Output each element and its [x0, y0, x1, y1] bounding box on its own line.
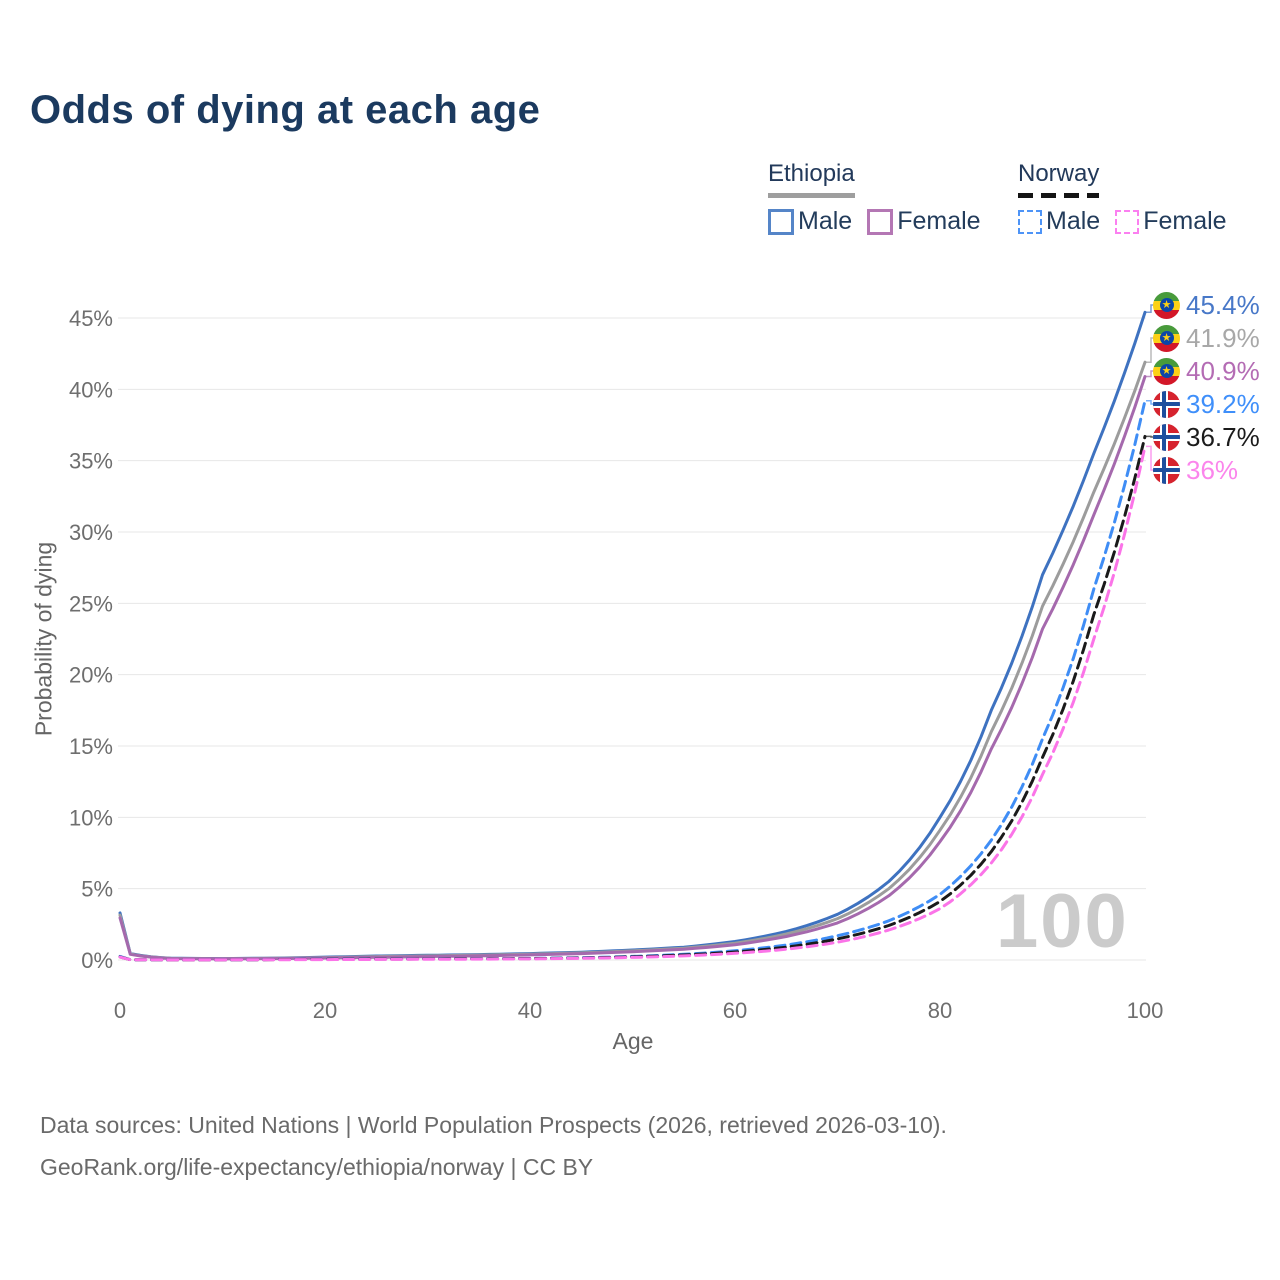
- end-label-value: 36%: [1186, 454, 1239, 485]
- end-label-value: 41.9%: [1186, 322, 1260, 353]
- series-line-norway-male: [118, 399, 1147, 962]
- legend-checkbox-ethiopia-male[interactable]: [768, 208, 794, 235]
- x-tick-20: 20: [313, 998, 337, 1023]
- series-line-norway-female: [118, 444, 1147, 962]
- norway-flag-icon: [1153, 456, 1180, 484]
- footer: Data sources: United Nations | World Pop…: [40, 1104, 947, 1188]
- x-tick-40: 40: [518, 998, 542, 1023]
- y-tick-15%: 15%: [69, 734, 113, 759]
- legend-group-ethiopia: Ethiopia Male Female: [768, 160, 981, 236]
- age-watermark: 100: [996, 879, 1129, 964]
- y-tick-0%: 0%: [81, 948, 113, 973]
- end-label-value: 36.7%: [1186, 421, 1260, 452]
- legend-linestyle-sample: [768, 193, 855, 198]
- ethiopia-flag-icon: ★: [1153, 324, 1180, 352]
- footer-attribution: GeoRank.org/life-expectancy/ethiopia/nor…: [40, 1154, 594, 1180]
- legend-item-ethiopia-female[interactable]: Female: [867, 207, 981, 236]
- end-label-norway-both-sexes: 36.7%: [1153, 422, 1260, 452]
- legend-linestyle-sample: [1018, 193, 1100, 198]
- x-tick-0: 0: [114, 998, 126, 1023]
- ethiopia-flag-icon: ★: [1153, 357, 1180, 385]
- end-label-value: 40.9%: [1186, 355, 1260, 386]
- x-tick-80: 80: [928, 998, 952, 1023]
- y-tick-35%: 35%: [69, 449, 113, 474]
- legend-label: Female: [897, 207, 981, 235]
- chart-title: Odds of dying at each age: [30, 88, 541, 132]
- end-label-value: 45.4%: [1186, 289, 1260, 320]
- x-axis-title: Age: [612, 1028, 654, 1054]
- footer-data-sources: Data sources: United Nations | World Pop…: [40, 1112, 947, 1138]
- end-label-norway-female: 36%: [1153, 455, 1238, 485]
- legend-label: Male: [1046, 207, 1101, 235]
- y-tick-45%: 45%: [69, 306, 113, 331]
- series-line-norway-both-sexes: [118, 434, 1147, 962]
- end-label-ethiopia-female: ★ 40.9%: [1153, 356, 1260, 386]
- x-tick-100: 100: [1127, 998, 1164, 1023]
- norway-flag-icon: [1153, 423, 1180, 451]
- end-label-norway-male: 39.2%: [1153, 389, 1260, 419]
- legend-label: Female: [1143, 207, 1227, 235]
- legend-country-ethiopia: Ethiopia: [768, 160, 855, 187]
- y-tick-20%: 20%: [69, 663, 113, 688]
- legend-item-norway-female[interactable]: Female: [1115, 207, 1227, 236]
- y-tick-5%: 5%: [81, 877, 113, 902]
- legend-checkbox-norway-female[interactable]: [1115, 209, 1140, 234]
- y-tick-30%: 30%: [69, 520, 113, 545]
- legend-item-norway-male[interactable]: Male: [1018, 207, 1100, 236]
- legend-checkbox-ethiopia-female[interactable]: [867, 208, 894, 235]
- norway-flag-icon: [1153, 390, 1180, 418]
- end-label-ethiopia-male: ★ 45.4%: [1153, 290, 1260, 320]
- x-tick-60: 60: [723, 998, 747, 1023]
- legend-item-ethiopia-male[interactable]: Male: [768, 207, 852, 236]
- legend-country-norway: Norway: [1018, 160, 1100, 187]
- y-tick-40%: 40%: [69, 377, 113, 402]
- tick-layer: 0% 5% 10% 15% 20% 25% 30% 35% 40% 45% 0 20 40 60 80 100: [69, 306, 1163, 1023]
- legend-group-norway: Norway Male Female: [1018, 160, 1227, 236]
- legend-checkbox-norway-male[interactable]: [1018, 209, 1042, 234]
- end-label-ethiopia-both-sexes: ★ 41.9%: [1153, 323, 1260, 353]
- ethiopia-flag-icon: ★: [1153, 291, 1180, 319]
- series-line-ethiopia-female: [118, 375, 1147, 961]
- series-line-ethiopia-both-sexes: [118, 360, 1147, 961]
- legend-label: Male: [798, 207, 853, 235]
- y-tick-25%: 25%: [69, 591, 113, 616]
- y-tick-10%: 10%: [69, 805, 113, 830]
- y-axis-title: Probability of dying: [30, 541, 57, 737]
- end-label-value: 39.2%: [1186, 388, 1260, 419]
- series-layer: [118, 310, 1147, 962]
